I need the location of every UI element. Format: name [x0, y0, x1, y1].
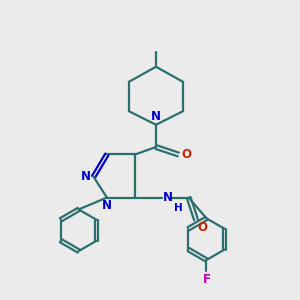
Text: O: O: [198, 221, 208, 234]
Text: N: N: [164, 191, 173, 204]
Text: O: O: [182, 148, 192, 161]
Text: H: H: [174, 203, 183, 213]
Text: N: N: [151, 110, 161, 123]
Text: N: N: [81, 170, 91, 183]
Text: N: N: [102, 199, 112, 212]
Text: F: F: [202, 273, 211, 286]
